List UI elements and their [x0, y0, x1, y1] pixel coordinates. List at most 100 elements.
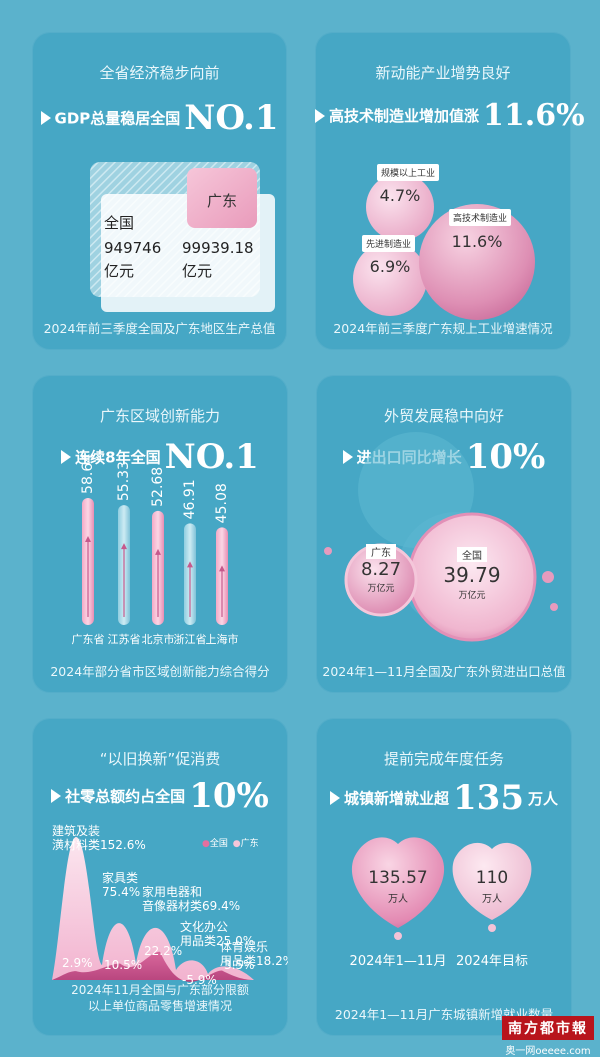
triangle-icon	[342, 450, 353, 464]
panel-title: 外贸发展稳中向好	[383, 407, 504, 425]
bar-value-label: 46.91	[182, 479, 198, 519]
panel-title: 提前完成年度任务	[383, 750, 504, 768]
triangle-icon	[40, 111, 51, 125]
bar-category-label: 广东省	[72, 633, 105, 646]
drop-dot	[488, 924, 496, 932]
national-label: -5.9%	[182, 973, 217, 987]
gdp-graphic	[90, 162, 275, 312]
national-label: 3.5%	[224, 958, 255, 972]
panel-headline: 社零总额约占全国 10%	[32, 776, 288, 816]
national-label: 2.9%	[62, 956, 93, 970]
panel-title: “以旧换新”促消费	[99, 750, 221, 768]
site-name: 奥一网oeeee.com	[505, 1046, 591, 1057]
panel-caption: 2024年前三季度全国及广东地区生产总值	[43, 321, 276, 336]
headline-big: 10%	[465, 437, 546, 477]
value-target: 110	[475, 868, 509, 888]
headline-lead: 连续8年全国	[75, 448, 161, 467]
decor-dot	[550, 603, 558, 611]
trade-bubble-chart	[324, 432, 558, 642]
value-guangdong: 8.27	[360, 559, 402, 580]
watermark: 南方都市報 奥一网oeeee.com	[502, 1016, 594, 1057]
national-label: 10.5%	[104, 958, 142, 972]
tag-high-tech: 高技术制造业	[449, 209, 512, 226]
label-guangdong: 广东	[366, 544, 396, 559]
headline-unit: 万人	[527, 789, 558, 808]
bar-category-label: 浙江省	[174, 633, 207, 646]
unit-jan-nov: 万人	[388, 894, 408, 905]
guangdong-label: 用品类25.0%	[180, 934, 254, 948]
value-industrial: 4.7%	[379, 186, 421, 205]
panel-headline: 连续8年全国 NO.1	[32, 437, 288, 477]
guangdong-label: 75.4%	[102, 885, 140, 899]
bubble-advanced	[353, 242, 427, 316]
panel-employment: 提前完成年度任务 城镇新增就业超 135 万人 135.57 万人 110 万人 2…	[316, 718, 572, 1036]
headline-big: 135	[453, 778, 524, 818]
national-unit: 亿元	[104, 262, 135, 280]
guangdong-label: 音像器材类69.4%	[142, 898, 240, 913]
caption-line2: 以上单位商品零售增速情况	[87, 999, 232, 1013]
tag-industrial: 规模以上工业	[377, 164, 440, 181]
panel-caption: 2024年1—11月广东城镇新增就业数量	[334, 1007, 554, 1022]
decor-dot	[324, 547, 332, 555]
guangdong-block	[187, 168, 257, 228]
bubble-chart	[353, 173, 535, 320]
panel-gdp: 全省经济稳步向前 GDP总量稳居全国 NO.1 广东 全国 949746 亿元 9…	[32, 32, 287, 350]
legend-national: 全国	[209, 839, 228, 849]
panel-innovation: 广东区域创新能力 连续8年全国 NO.1 58.64 广东省 55.33 江苏省 52.6…	[32, 375, 288, 693]
guangdong-label: 家具类	[102, 870, 138, 885]
bar-category-label: 上海市	[206, 632, 239, 646]
tag-advanced: 先进制造业	[362, 235, 416, 252]
guangdong-label: 广东	[206, 192, 237, 210]
guangdong-label: 家用电器和	[142, 884, 202, 899]
triangle-icon	[51, 789, 62, 803]
bubble-industrial	[366, 173, 434, 241]
headline-lead: 高技术制造业增加值涨	[329, 107, 480, 125]
bar-value-label: 58.64	[80, 454, 96, 494]
panel-high-tech: 新动能产业增势良好 高技术制造业增加值涨 11.6% 规模以上工业 4.7% 先进…	[315, 32, 585, 350]
panel-trade: 外贸发展稳中向好 进出口同比增长10% 广东 8.27 万亿元 全国 39.79…	[316, 375, 572, 693]
newspaper-logo: 南方都市報	[502, 1016, 594, 1040]
unit-target: 万人	[482, 894, 502, 905]
panel-headline: GDP总量稳居全国 NO.1	[32, 98, 287, 138]
guangdong-label: 文化办公	[180, 919, 228, 934]
drop-2024-target	[452, 842, 532, 920]
guangdong-value: 99939.18	[182, 239, 254, 257]
legend-guangdong: 广东	[240, 839, 259, 849]
bar-arrow-head	[85, 535, 91, 542]
bar-arrow-head	[219, 565, 225, 572]
bar-value-label: 45.08	[214, 483, 230, 523]
triangle-icon	[315, 108, 325, 123]
decor-dot	[542, 571, 554, 583]
panel-caption: 2024年11月全国与广东部分限额 以上单位商品零售增速情况	[32, 982, 288, 1014]
bar-category-label: 江苏省	[108, 633, 141, 646]
bubble-high-tech	[419, 204, 535, 320]
drop-dot	[394, 932, 402, 940]
bar-arrow-head	[121, 543, 127, 550]
headline-lead: 社零总额约占全国	[65, 787, 186, 806]
national-label: 全国	[104, 214, 135, 232]
guangdong-label: 潢材料类152.6%	[52, 838, 146, 852]
unit-guangdong: 万亿元	[367, 584, 395, 594]
panel-title: 新动能产业增势良好	[375, 64, 511, 82]
bar-value-label: 52.68	[150, 467, 166, 507]
unit-national: 万亿元	[458, 591, 486, 601]
bar-arrow-head	[187, 561, 193, 568]
guangdong-unit: 亿元	[182, 262, 213, 280]
legend: ●全国 ●广东	[202, 839, 259, 849]
value-national: 39.79	[443, 563, 501, 587]
triangle-icon	[329, 791, 340, 805]
panel-title: 全省经济稳步向前	[99, 64, 220, 82]
headline-lead: 城镇新增就业超	[343, 789, 449, 808]
headline-big: 10%	[189, 776, 269, 816]
headline-big: 11.6%	[483, 98, 585, 133]
panel-caption: 2024年前三季度广东规上工业增速情况	[333, 321, 553, 336]
national-label: 22.2%	[144, 944, 182, 958]
panel-headline: 高技术制造业增加值涨 11.6%	[315, 98, 585, 133]
category-jan-nov: 2024年1—11月	[349, 954, 447, 969]
bar-arrow-head	[155, 548, 161, 555]
category-target: 2024年目标	[455, 954, 529, 969]
employment-drop-chart	[351, 837, 532, 940]
area-guangdong	[52, 836, 254, 980]
guangdong-label: 体育娱乐	[220, 939, 268, 954]
